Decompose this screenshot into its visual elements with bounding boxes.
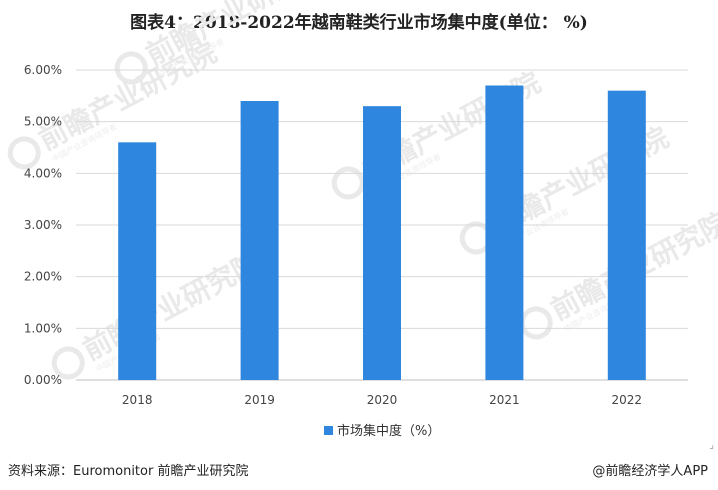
y-tick-label: 5.00% — [24, 115, 62, 129]
bar-2020 — [363, 106, 401, 381]
bar-2021 — [485, 85, 524, 380]
bar-2018 — [118, 142, 157, 380]
watermark-logo-icon — [331, 166, 365, 200]
y-tick-label: 2.00% — [24, 270, 62, 284]
y-tick-label: 0.00% — [24, 373, 62, 387]
brand-label: @前瞻经济学人APP — [592, 464, 708, 479]
watermark-text: 前瞻产业研究院 — [140, 0, 329, 72]
watermark-logo-icon — [114, 51, 148, 85]
watermark-logo-icon — [519, 306, 553, 340]
corner-mark: ⌟ — [709, 440, 714, 451]
x-axis-ticks: 2018 2019 2020 2021 2022 — [122, 393, 642, 407]
legend-swatch — [324, 426, 333, 435]
watermark-logo-icon — [51, 346, 85, 380]
x-tick-label: 2018 — [122, 393, 153, 407]
bar-2022 — [607, 90, 646, 381]
x-tick-label: 2022 — [612, 393, 643, 407]
source-note: 资料来源：Euromonitor 前瞻产业研究院 — [8, 464, 249, 479]
y-tick-label: 4.00% — [24, 166, 62, 180]
y-tick-label: 1.00% — [24, 321, 62, 335]
y-tick-label: 6.00% — [24, 63, 62, 77]
bars — [118, 85, 646, 381]
y-tick-label: 3.00% — [24, 218, 62, 232]
chart-title: 图表4：2018-2022年越南鞋类行业市场集中度(单位： %) — [130, 13, 588, 33]
legend: 市场集中度（%） — [324, 423, 440, 439]
x-tick-label: 2021 — [489, 393, 520, 407]
x-tick-label: 2019 — [244, 393, 275, 407]
watermark-text: 前瞻产业研究院 — [77, 246, 266, 367]
bar-2019 — [240, 101, 279, 380]
x-tick-label: 2020 — [367, 393, 398, 407]
y-axis-ticks: 0.00% 1.00% 2.00% 3.00% 4.00% 5.00% 6.00% — [24, 63, 62, 387]
legend-label: 市场集中度（%） — [337, 423, 440, 439]
watermark-logo-icon — [7, 136, 41, 170]
